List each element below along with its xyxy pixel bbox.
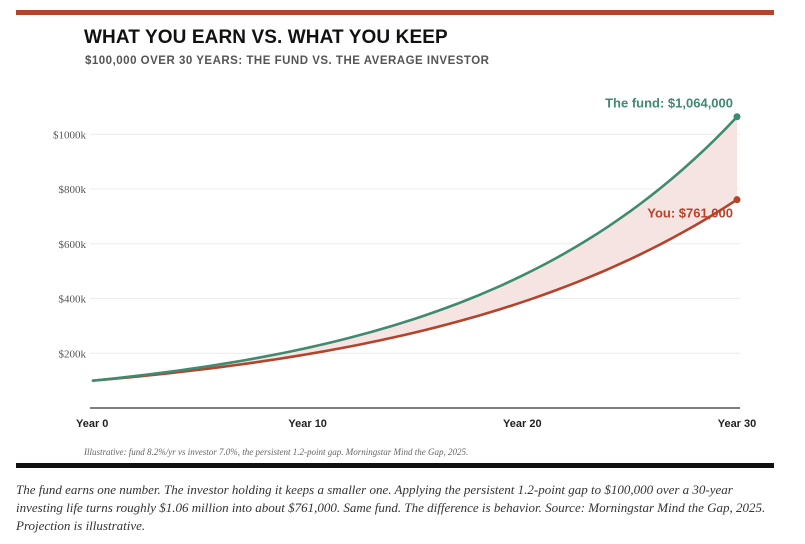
- x-axis-ticks: Year 0 Year 10 Year 20 Year 30: [76, 418, 756, 430]
- chart-subtitle: $100,000 OVER 30 YEARS: THE FUND VS. THE…: [85, 55, 490, 67]
- series-lines: [91, 113, 741, 382]
- gridlines: [90, 133, 740, 354]
- line-chart: $200k $400k $600k $800k $1000k Year 0 Year 10…: [53, 96, 756, 430]
- y-tick-label: $600k: [59, 239, 87, 251]
- x-tick-label: Year 30: [718, 418, 757, 430]
- y-axis-ticks: $200k $400k $600k $800k $1000k: [53, 129, 87, 360]
- y-tick-label: $800k: [59, 184, 87, 196]
- y-tick-label: $400k: [59, 294, 87, 306]
- x-tick-label: Year 10: [288, 418, 327, 430]
- gap-shaded-area: [93, 116, 737, 381]
- chart-title: WHAT YOU EARN VS. WHAT YOU KEEP: [84, 27, 448, 48]
- series-line-investor: [91, 198, 739, 382]
- end-label-investor: You: $761,000: [647, 206, 733, 221]
- end-value-labels: The fund: $1,064,000 You: $761,000: [605, 96, 733, 221]
- y-tick-label: $1000k: [53, 129, 87, 141]
- end-label-fund: The fund: $1,064,000: [605, 96, 733, 111]
- end-point-investor: [733, 196, 741, 204]
- top-accent-rule: [16, 10, 774, 15]
- x-tick-label: Year 20: [503, 418, 542, 430]
- x-tick-label: Year 0: [76, 418, 108, 430]
- end-point-fund: [733, 113, 741, 121]
- chart-source-note: Illustrative: fund 8.2%/yr vs investor 7…: [84, 447, 469, 457]
- y-tick-label: $200k: [59, 348, 87, 360]
- series-line-fund: [91, 115, 739, 382]
- bottom-rule: [16, 463, 774, 468]
- chart-caption: The fund earns one number. The investor …: [16, 482, 766, 533]
